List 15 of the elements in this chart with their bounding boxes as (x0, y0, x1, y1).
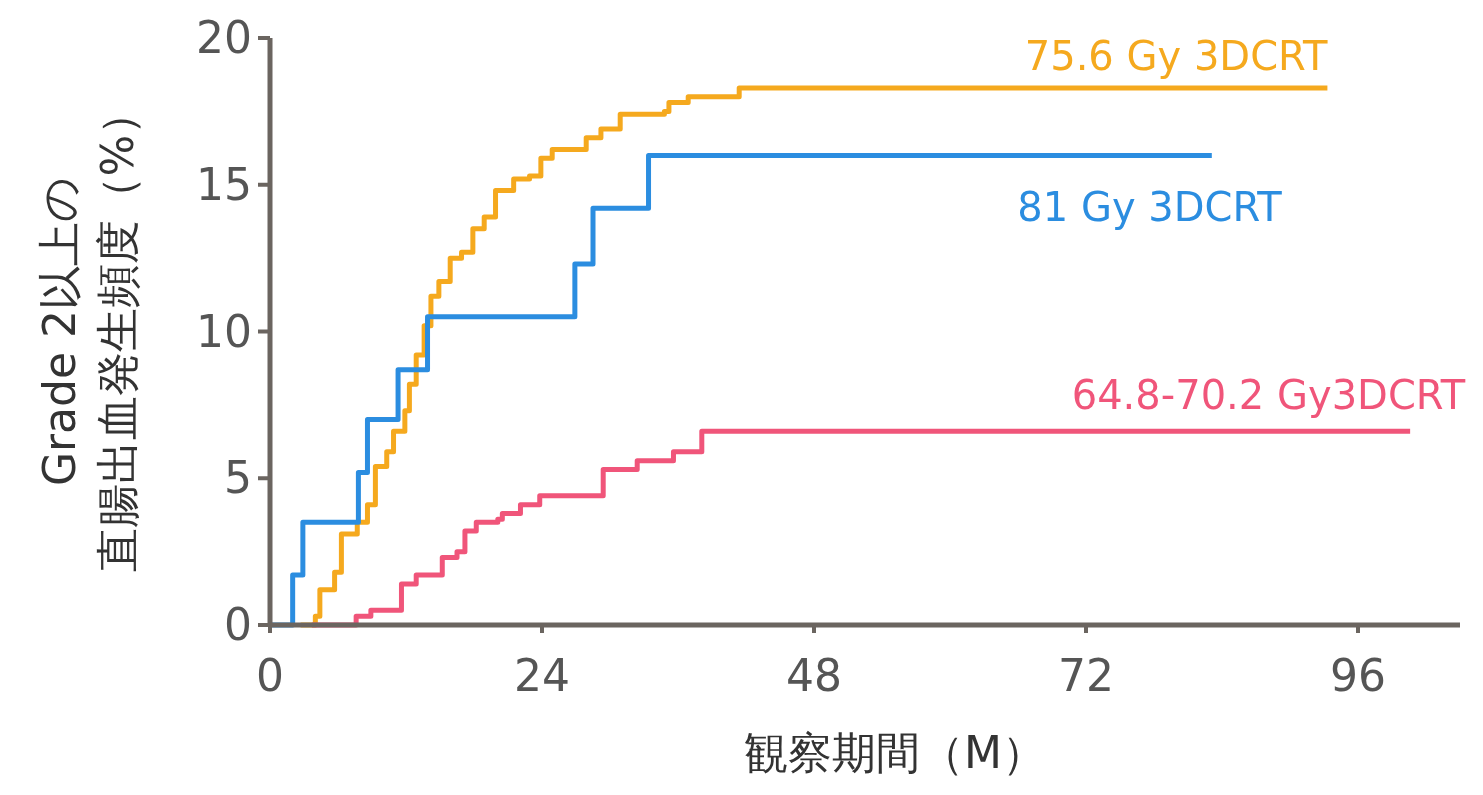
series-label: 64.8-70.2 Gy3DCRT (1071, 372, 1466, 419)
x-tick-label: 72 (1058, 650, 1114, 701)
x-tick-label: 24 (514, 650, 570, 701)
x-tick-label: 0 (256, 650, 284, 701)
y-tick-label: 5 (224, 452, 252, 504)
y-tick-label: 10 (196, 305, 252, 357)
series-label: 75.6 Gy 3DCRT (1024, 32, 1328, 79)
y-tick-label: 15 (196, 158, 252, 210)
x-tick-label: 48 (786, 650, 842, 701)
x-tick-label: 96 (1330, 650, 1386, 701)
y-tick-label: 20 (196, 12, 252, 63)
y-axis-title: Grade 2以上の直腸出血発生頻度（%） (34, 90, 143, 573)
series-label: 81 Gy 3DCRT (1017, 184, 1283, 231)
x-axis-title: 観察期間（M） (744, 727, 1046, 778)
y-tick-label: 0 (224, 599, 252, 650)
